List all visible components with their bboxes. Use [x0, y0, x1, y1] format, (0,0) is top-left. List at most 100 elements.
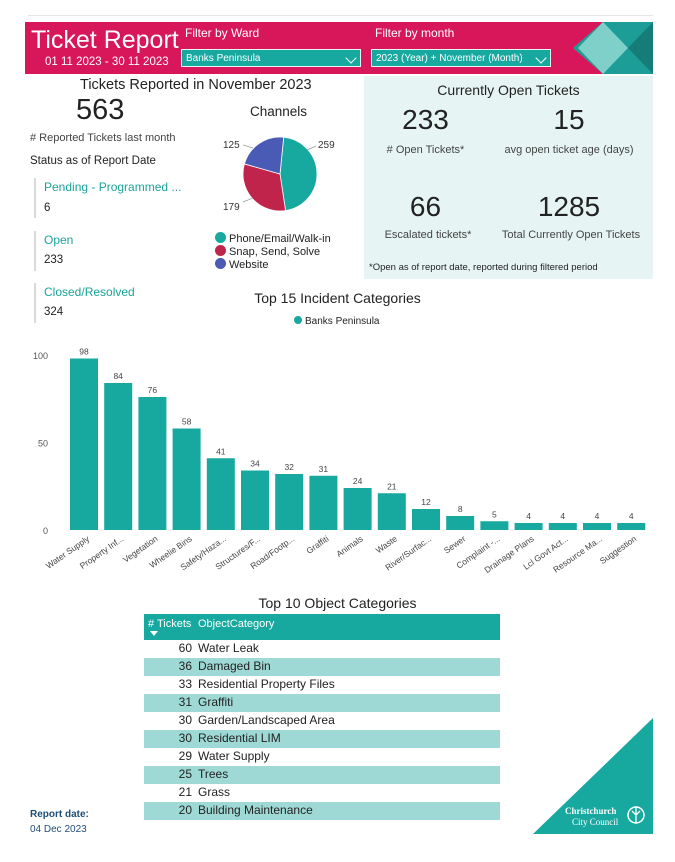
open-tickets-heading: Currently Open Tickets: [437, 82, 580, 98]
table-row[interactable]: 25 Trees: [144, 766, 500, 784]
table-row[interactable]: 30 Residential LIM: [144, 730, 500, 748]
status-open-value: 233: [44, 254, 64, 266]
logo-line1: Christchurch: [565, 806, 617, 816]
x-category-label: Waste: [374, 533, 399, 555]
bar[interactable]: [70, 358, 98, 531]
bar[interactable]: [514, 523, 543, 530]
ticket-count-cell: 29: [178, 749, 192, 763]
object-category-cell: Grass: [198, 785, 231, 799]
ticket-count-cell: 33: [178, 677, 192, 691]
bar-value-label: 24: [353, 476, 363, 486]
avg-age: 15: [553, 104, 585, 135]
bar-value-label: 8: [458, 504, 463, 514]
count-column-header[interactable]: # Tickets: [148, 618, 192, 630]
ward-filter-label: Filter by Ward: [185, 26, 260, 40]
month-filter-value: 2023 (Year) + November (Month): [376, 53, 523, 64]
date-range: 01 11 2023 - 30 11 2023: [45, 56, 169, 68]
status-pending-value: 6: [44, 202, 51, 214]
open-count-label: # Open Tickets*: [386, 144, 465, 156]
bar[interactable]: [480, 521, 509, 530]
bar[interactable]: [412, 509, 440, 530]
category-column-header[interactable]: ObjectCategory: [198, 618, 275, 630]
table-row[interactable]: 30 Garden/Landscaped Area: [144, 712, 500, 730]
ticket-count-cell: 20: [178, 803, 192, 817]
bar-value-label: 21: [387, 481, 397, 491]
pie-slice[interactable]: [243, 136, 285, 175]
x-category-label: Graffiti: [304, 533, 330, 556]
object-category-cell: Trees: [198, 767, 229, 781]
status-divider: [34, 178, 36, 218]
bar[interactable]: [138, 397, 167, 530]
ticket-count-cell: 25: [178, 767, 192, 781]
bar-value-label: 12: [421, 497, 431, 507]
bar[interactable]: [343, 488, 372, 530]
bar-value-label: 34: [250, 459, 260, 469]
pie-leader-line: [306, 145, 317, 151]
sort-desc-icon: [150, 631, 158, 636]
legend-label: Snap, Send, Solve: [229, 246, 321, 258]
ticket-count-cell: 60: [178, 641, 192, 655]
pie-leader-line: [242, 197, 254, 203]
table-row[interactable]: 21 Grass: [144, 784, 500, 802]
bar-value-label: 5: [492, 509, 497, 519]
legend-label: Website: [229, 259, 269, 271]
ticket-count-cell: 21: [178, 785, 192, 799]
ticket-count-cell: 36: [178, 659, 192, 673]
bar[interactable]: [206, 458, 235, 530]
bar[interactable]: [617, 523, 646, 530]
bar[interactable]: [548, 523, 577, 530]
legend-dot-icon: [215, 258, 226, 269]
total-open-label: Total Currently Open Tickets: [501, 229, 641, 241]
bar-value-label: 31: [319, 464, 329, 474]
bar-value-label: 58: [182, 417, 192, 427]
legend-label: Banks Peninsula: [305, 316, 380, 327]
bar-chart-legend: Banks Peninsula: [294, 316, 380, 327]
escalated-count: 66: [409, 191, 442, 222]
bar[interactable]: [309, 475, 338, 530]
bar-value-label: 41: [216, 446, 226, 456]
table-row[interactable]: 36 Damaged Bin: [144, 658, 500, 676]
chevron-down-icon: [535, 52, 547, 64]
logo-line2: City Council: [572, 817, 619, 827]
pie-slice-label: 179: [223, 202, 240, 213]
bar-value-label: 32: [284, 462, 294, 472]
ticket-count-cell: 31: [178, 695, 192, 709]
month-filter-dropdown[interactable]: 2023 (Year) + November (Month): [371, 49, 551, 67]
channels-title: Channels: [250, 104, 308, 119]
bar-value-label: 4: [560, 511, 565, 521]
bar[interactable]: [377, 493, 406, 530]
table-row[interactable]: 33 Residential Property Files: [144, 676, 500, 694]
object-category-cell: Graffiti: [198, 695, 234, 709]
bar[interactable]: [172, 428, 201, 531]
pie-slice[interactable]: [279, 136, 318, 212]
bar[interactable]: [275, 474, 304, 530]
total-open: 1285: [537, 191, 601, 222]
y-tick-label: 100: [33, 351, 48, 361]
ward-filter-value: Banks Peninsula: [186, 53, 261, 64]
bar-value-label: 76: [148, 385, 158, 395]
ward-filter-dropdown[interactable]: Banks Peninsula: [181, 49, 361, 67]
escalated-label: Escalated tickets*: [384, 229, 472, 241]
object-category-cell: Water Leak: [198, 641, 259, 655]
table-row[interactable]: 29 Water Supply: [144, 748, 500, 766]
chevron-down-icon: [345, 52, 357, 64]
status-closed-value: 324: [44, 306, 64, 318]
table-row[interactable]: 20 Building Maintenance: [144, 802, 500, 820]
bar[interactable]: [446, 516, 475, 530]
month-filter-label: Filter by month: [375, 26, 455, 40]
bar[interactable]: [583, 523, 611, 530]
object-category-cell: Garden/Landscaped Area: [198, 713, 335, 727]
status-closed-label: Closed/Resolved: [44, 285, 135, 299]
object-category-table: # Tickets ObjectCategory 60 Water Leak 36 D…: [144, 614, 500, 820]
legend-item: Snap, Send, Solve: [215, 245, 331, 258]
reported-count: 563: [76, 94, 125, 126]
table-row[interactable]: 31 Graffiti: [144, 694, 500, 712]
bar[interactable]: [104, 383, 133, 530]
table-row[interactable]: 60 Water Leak: [144, 640, 500, 658]
open-count: 233: [402, 104, 449, 135]
object-category-cell: Residential LIM: [198, 731, 281, 745]
legend-item: Website: [215, 258, 331, 271]
bar[interactable]: [241, 470, 269, 531]
channels-legend: Phone/Email/Walk-in Snap, Send, Solve Webs…: [215, 232, 331, 271]
